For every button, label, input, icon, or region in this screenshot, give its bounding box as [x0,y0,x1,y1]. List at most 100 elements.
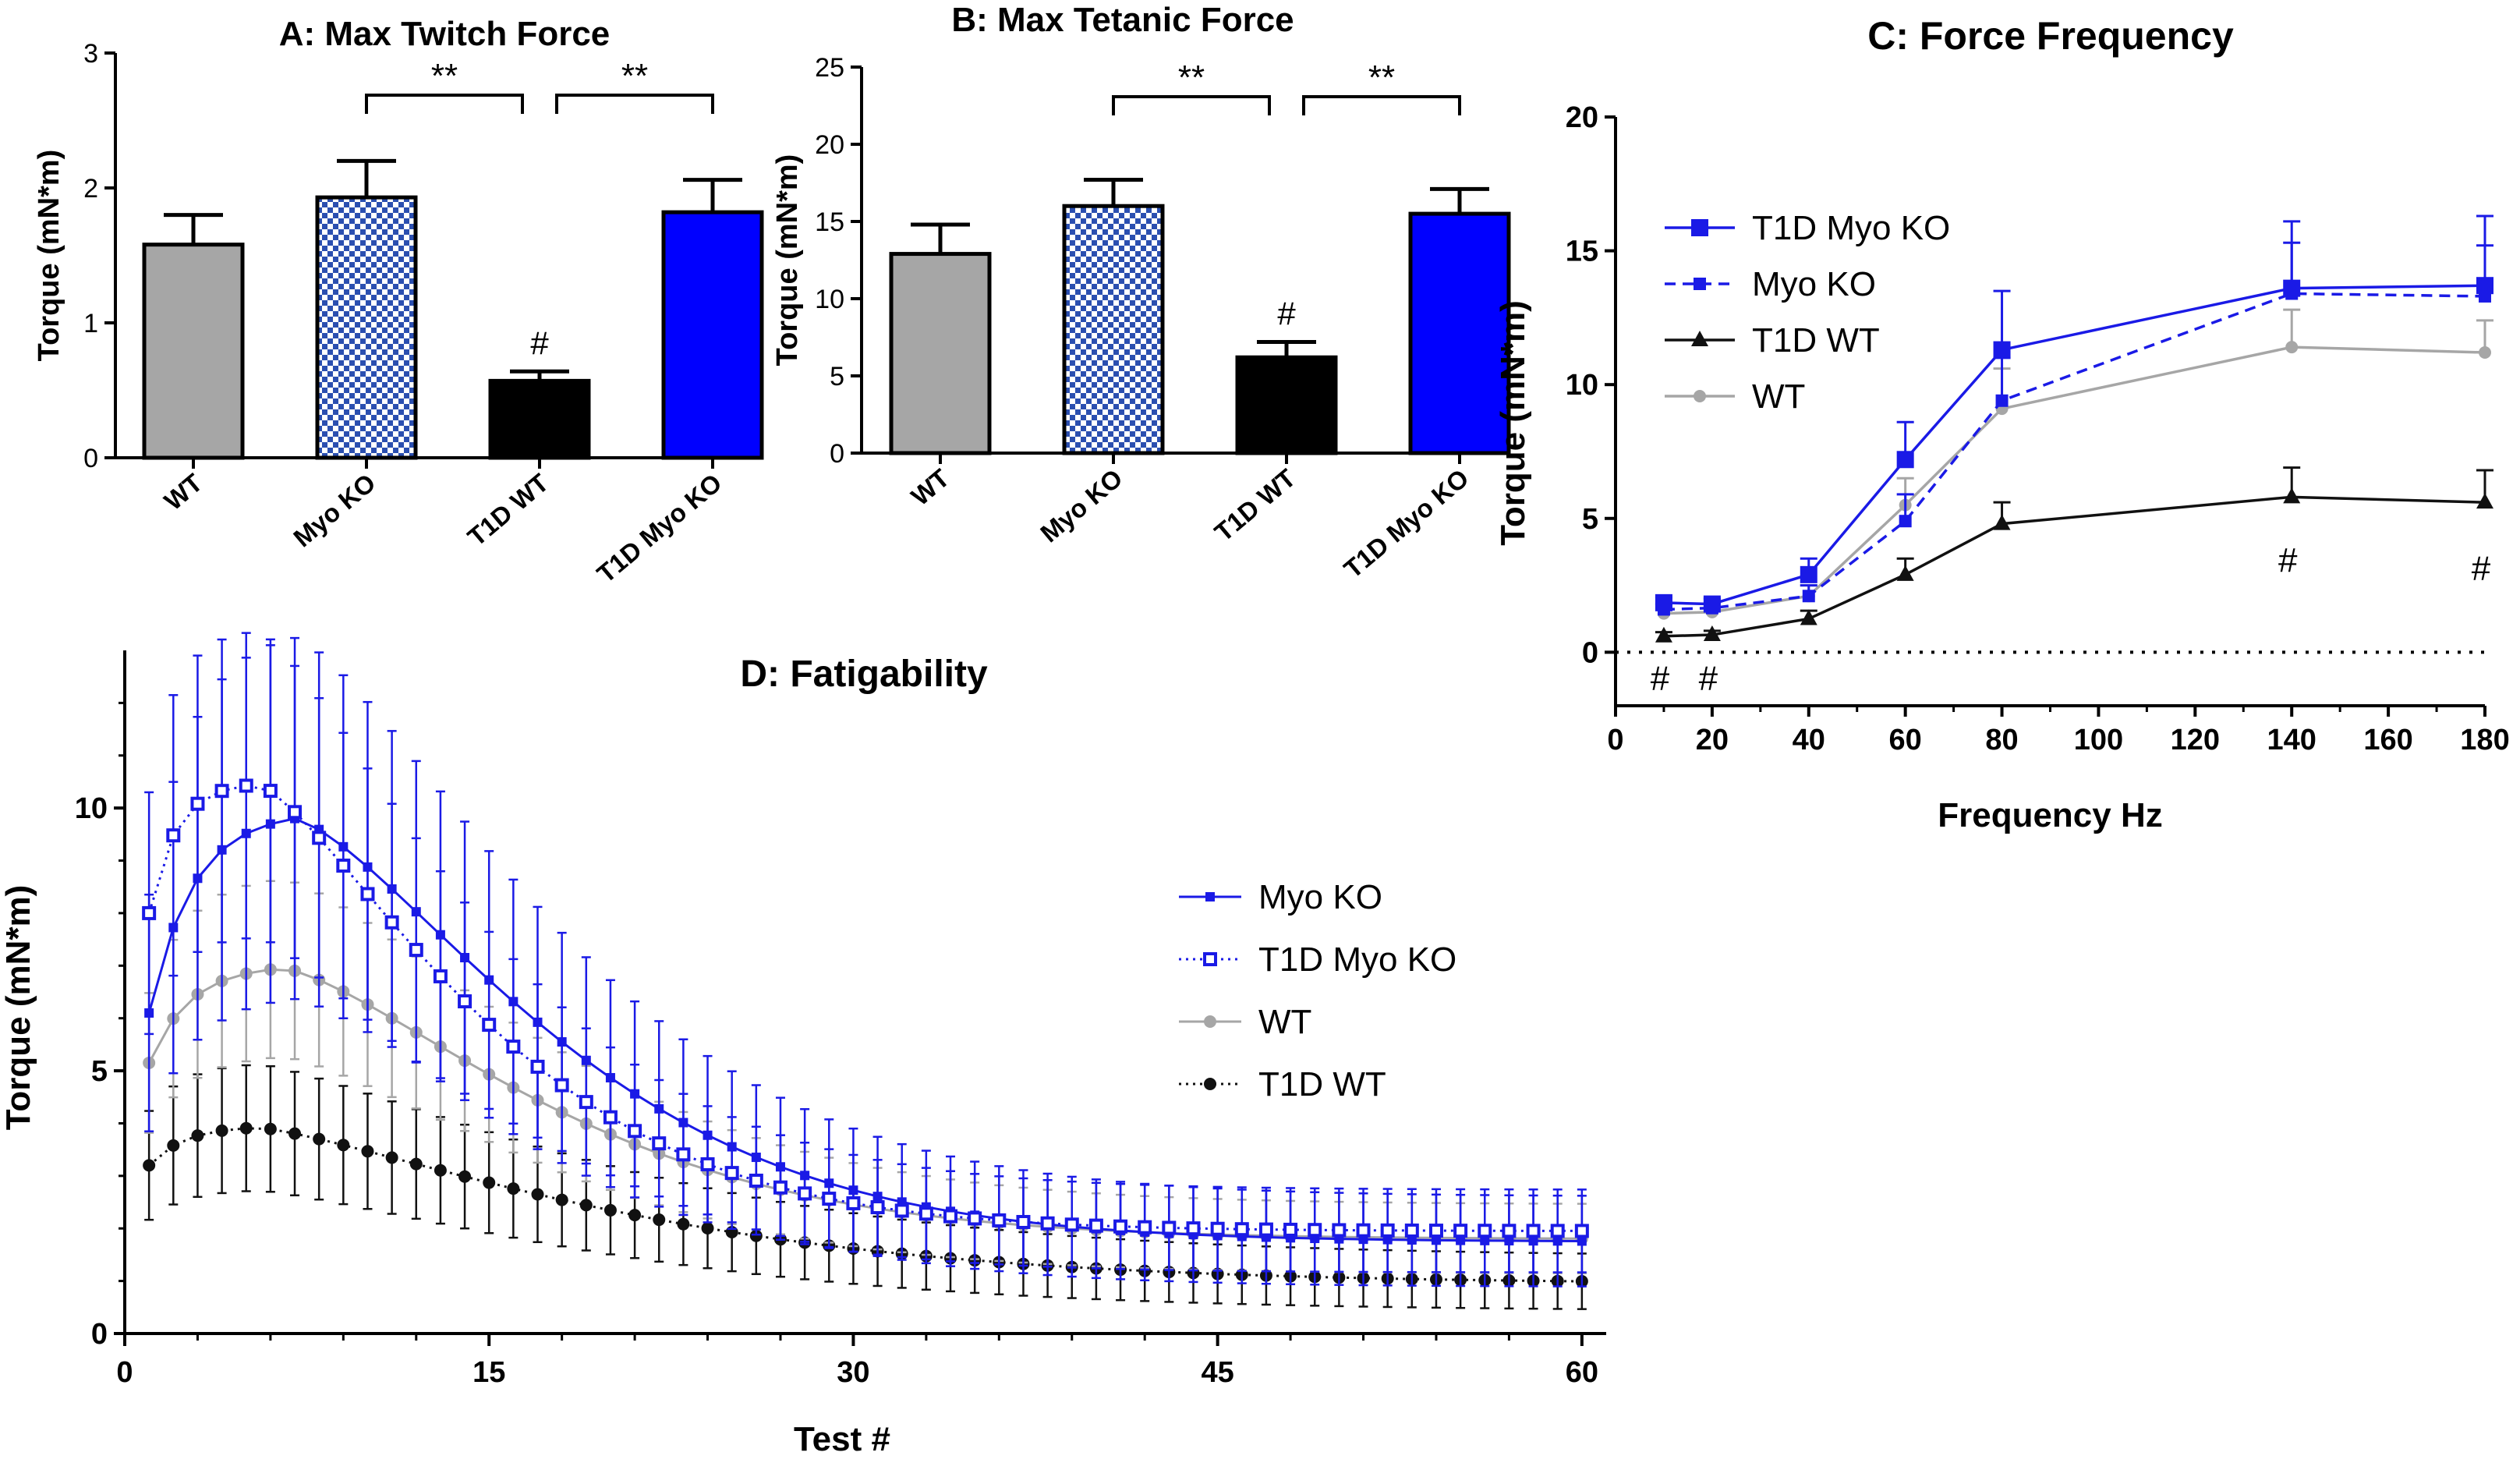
chart-c-y-tick-label: 0 [1582,636,1598,669]
chart-d-point [1258,1222,1273,1237]
chart-c-legend-label-wt: WT [1752,377,1805,416]
chart-d-point [483,1176,496,1189]
chart-c-series-t1d-wt [1655,466,2493,643]
chart-d-point [870,1200,885,1215]
chart-d-point [191,1129,204,1142]
chart-c-y-tick-label: 10 [1566,369,1598,402]
chart-b-y-tick-label: 20 [815,130,844,160]
chart-b-y-axis-label: Torque (mN*m) [771,154,804,367]
chart-a-category-label-t1d-myo-ko: T1D Myo KO [591,468,727,588]
chart-c-y-tick-label: 5 [1582,503,1598,536]
chart-d-series-t1d-myo-ko [142,632,1589,1273]
chart-d-point [506,1040,521,1054]
chart-a-bar-myo-ko [315,195,418,460]
chart-d-point [409,943,423,958]
chart-c-point [2283,487,2301,504]
chart-d-point [263,784,278,799]
chart-d-legend-label-wt: WT [1258,1003,1311,1041]
chart-d-y-tick-label: 10 [75,792,108,825]
chart-d-series-line [147,968,1582,1240]
chart-a-bracket-label: ** [621,57,648,95]
chart-d-legend-label-t1d-wt: T1D WT [1258,1065,1386,1103]
chart-d-point [190,796,205,811]
chart-d-point [1332,1223,1347,1238]
chart-d-point [1453,1224,1468,1238]
chart-c-point [1993,341,2011,359]
chart-c-x-tick-label: 80 [1985,724,2018,756]
chart-b-bar-t1d-wt [1235,355,1338,455]
chart-d-point [1234,1222,1249,1237]
chart-d-point [166,828,181,843]
chart-a-y-tick-label: 3 [83,39,98,69]
chart-d-point [143,1159,156,1172]
chart-b-y-tick-label: 10 [815,285,844,314]
chart-c-point [1703,595,1721,613]
chart-d-point [822,1192,837,1206]
chart-d-point [894,1203,909,1218]
chart-d-point [724,1166,739,1181]
chart-c-y-tick-label: 20 [1566,101,1598,134]
chart-b-bar-wt [889,252,992,455]
chart-d-point [1308,1223,1322,1238]
chart-d-point [361,1145,374,1158]
chart-d-y-axis-label: Torque (mN*m) [0,885,37,1131]
chart-a-bracket-label: ** [431,57,458,95]
chart-c-point [1995,394,2009,407]
chart-c-x-tick-label: 0 [1607,724,1623,756]
chart-c-point [2283,279,2301,297]
chart-d-legend-marker-wt [1204,1015,1216,1028]
chart-d-point [1380,1223,1395,1238]
chart-d-point [846,1195,861,1210]
chart-d-point [943,1209,958,1224]
chart-c-legend-label-t1d-myo-ko: T1D Myo KO [1752,209,1950,247]
chart-d-point [773,1180,788,1195]
chart-d-point [603,1203,617,1217]
chart-d-point [288,805,303,820]
chart-d-point [239,1121,253,1135]
chart-d-point [458,994,472,1009]
chart-d-point [458,1170,472,1183]
chart-b-y-tick-label: 5 [830,362,844,391]
chart-d-x-tick-label: 30 [837,1356,869,1389]
chart-c-point [1703,625,1721,642]
chart-d-point [215,1124,228,1137]
chart-d-point [288,1127,302,1140]
chart-d-point [749,1174,763,1188]
chart-a-bar-wt [142,243,245,460]
chart-c-legend-label-myo-ko: Myo KO [1752,265,1876,303]
chart-c-point [1655,626,1672,643]
chart-d-point [264,1122,277,1135]
chart-a-y-axis-label: Torque (mN*m) [33,150,65,362]
chart-c-point [1896,565,1914,581]
chart-b-category-label-wt: WT [905,463,954,511]
chart-d-point [628,1124,642,1139]
chart-c-point [1800,565,1817,583]
chart-c-y-tick-label: 15 [1566,236,1598,268]
chart-a-y-tick-label: 0 [83,444,98,473]
chart-d-series-line [148,1127,1582,1283]
chart-d-point [676,1147,691,1162]
chart-d-point [433,969,448,983]
chart-b-bracket-label: ** [1368,58,1395,97]
chart-a-y-tick-label: 2 [83,174,98,204]
chart-d-point [214,784,229,799]
chart-a-bar-t1d-myo-ko [661,210,764,460]
chart-d-point [603,1110,618,1125]
chart-c-title: C: Force Frequency [1867,14,2234,58]
chart-b-bar-myo-ko [1062,204,1165,455]
chart-d-point [701,1221,714,1234]
chart-d-point [1138,1220,1152,1234]
chart-a-title: A: Max Twitch Force [279,15,611,53]
chart-b-bracket [1302,95,1461,115]
chart-c-x-tick-label: 60 [1889,724,1922,756]
chart-b-bracket [1112,95,1271,115]
chart-d-point [1186,1221,1201,1236]
chart-c-point [1896,451,1914,469]
chart-c-point [1899,515,1912,528]
chart-a-y-tick-label: 1 [83,309,98,338]
chart-d-point [1162,1220,1177,1235]
chart-d-legend-marker-t1d-wt [1204,1078,1216,1090]
chart-d-point [579,1199,593,1212]
chart-d-point [1088,1218,1103,1233]
